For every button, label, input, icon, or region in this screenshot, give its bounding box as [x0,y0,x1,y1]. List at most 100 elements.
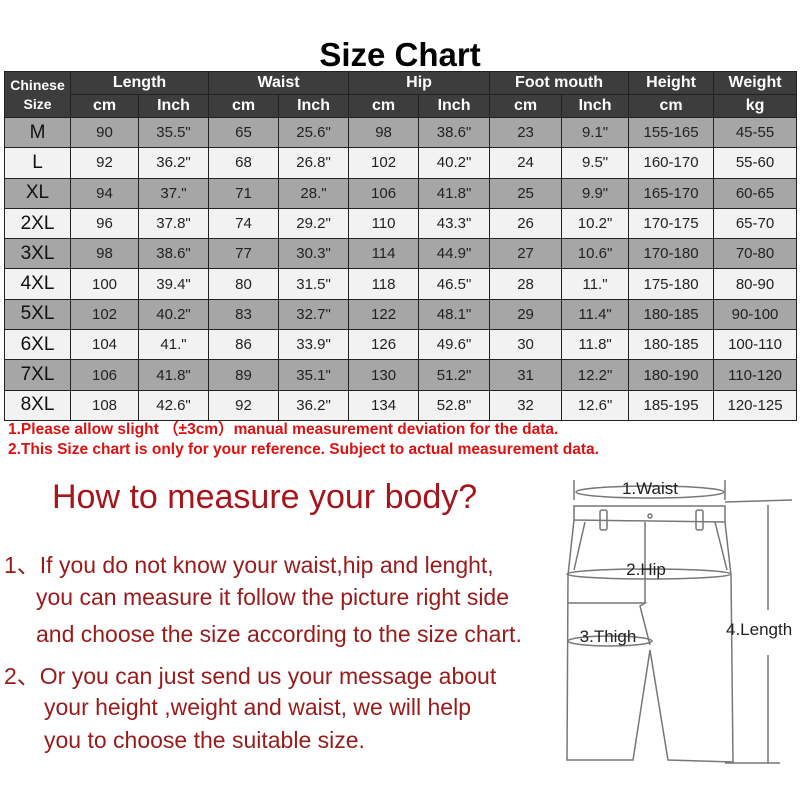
value-cell: 12.6" [561,389,630,421]
table-row: 6XL 104 41." 86 33.9" 126 49.6" 30 11.8" 180-185 1… [4,329,798,361]
value-cell: 29.2" [278,207,350,240]
value-cell: 25 [489,177,563,209]
value-cell: 70-80 [713,238,798,270]
value-cell: 41.8" [137,359,210,391]
header-unit: cm [489,94,563,118]
value-cell: 32 [489,389,563,421]
value-cell: 10.6" [561,238,630,270]
header-foot-mouth: Foot mouth [489,71,630,95]
table-row: M 90 35.5" 65 25.6" 98 38.6" 23 9.1" 155-165 45-55 [4,116,798,149]
instruction-line: and choose the size according to the siz… [36,621,522,647]
value-cell: 110 [348,207,420,240]
header-waist: Waist [208,71,350,95]
value-cell: 26.8" [278,147,350,179]
value-cell: 165-170 [628,177,715,209]
value-cell: 102 [348,147,420,179]
value-cell: 175-180 [628,268,715,300]
value-cell: 9.5" [561,147,630,179]
header-unit: Inch [418,94,491,118]
value-cell: 43.3" [418,207,491,240]
value-cell: 106 [70,359,139,391]
value-cell: 170-180 [628,238,715,270]
value-cell: 65 [208,116,280,149]
value-cell: 122 [348,298,420,331]
value-cell: 170-175 [628,207,715,240]
value-cell: 52.8" [418,389,491,421]
header-length: Length [69,71,210,95]
value-cell: 130 [348,359,420,391]
value-cell: 45-55 [713,116,798,149]
value-cell: 160-170 [628,147,715,179]
label-hip: 2.Hip [626,560,666,579]
value-cell: 180-190 [628,359,715,391]
value-cell: 155-165 [628,116,715,149]
value-cell: 90 [70,116,139,149]
table-row: 4XL 100 39.4" 80 31.5" 118 46.5" 28 11." 175-180 8… [4,268,798,300]
value-cell: 94 [70,177,139,209]
header-hip: Hip [348,71,491,95]
size-cell: 2XL [4,207,71,240]
value-cell: 38.6" [137,238,210,270]
value-cell: 60-65 [713,177,798,209]
value-cell: 100-110 [713,329,798,361]
instruction-line: 1、If you do not know your waist,hip and … [4,552,494,578]
table-row: 5XL 102 40.2" 83 32.7" 122 48.1" 29 11.4" 180-185… [4,298,798,331]
table-row: L 92 36.2" 68 26.8" 102 40.2" 24 9.5" 160-170 55-6… [4,147,798,179]
header-unit: Inch [561,94,630,118]
table-row: 3XL 98 38.6" 77 30.3" 114 44.9" 27 10.6" 170-180 7… [4,238,798,270]
value-cell: 86 [208,329,280,361]
table-row: 7XL 106 41.8" 89 35.1" 130 51.2" 31 12.2" 180-190… [4,359,798,391]
header-unit: cm [70,94,139,118]
value-cell: 180-185 [628,298,715,331]
value-cell: 44.9" [418,238,491,270]
size-cell: M [4,116,71,149]
value-cell: 104 [70,329,139,361]
value-cell: 30.3" [278,238,350,270]
howto-heading: How to measure your body? [52,478,478,516]
value-cell: 46.5" [418,268,491,300]
instruction-line: 2、Or you can just send us your message a… [4,663,497,689]
value-cell: 108 [70,389,139,421]
value-cell: 90-100 [713,298,798,331]
size-cell: L [4,147,71,179]
value-cell: 120-125 [713,389,798,421]
header-unit: Inch [137,94,210,118]
value-cell: 65-70 [713,207,798,240]
value-cell: 92 [208,389,280,421]
value-cell: 110-120 [713,359,798,391]
value-cell: 11.4" [561,298,630,331]
instruction-line: your height ,weight and waist, we will h… [44,694,472,720]
value-cell: 12.2" [561,359,630,391]
value-cell: 29 [489,298,563,331]
value-cell: 25.6" [278,116,350,149]
page-title: Size Chart [319,36,481,73]
instruction-line: you to choose the suitable size. [44,727,365,753]
value-cell: 35.5" [137,116,210,149]
value-cell: 106 [348,177,420,209]
size-cell: 8XL [4,389,71,421]
value-cell: 32.7" [278,298,350,331]
label-thigh: 3.Thigh [580,627,637,646]
header-unit: cm [348,94,420,118]
value-cell: 134 [348,389,420,421]
value-cell: 89 [208,359,280,391]
value-cell: 41." [137,329,210,361]
value-cell: 37." [137,177,210,209]
size-cell: XL [4,177,71,209]
size-cell: 5XL [4,298,71,331]
value-cell: 33.9" [278,329,350,361]
label-waist: 1.Waist [622,479,678,498]
value-cell: 118 [348,268,420,300]
value-cell: 74 [208,207,280,240]
value-cell: 100 [70,268,139,300]
size-table: Chinese Size Length Waist Hip Foot mouth … [4,71,798,421]
value-cell: 38.6" [418,116,491,149]
value-cell: 26 [489,207,563,240]
value-cell: 83 [208,298,280,331]
header-unit: cm [628,94,715,118]
value-cell: 36.2" [278,389,350,421]
value-cell: 9.1" [561,116,630,149]
value-cell: 11." [561,268,630,300]
value-cell: 102 [70,298,139,331]
size-cell: 4XL [4,268,71,300]
